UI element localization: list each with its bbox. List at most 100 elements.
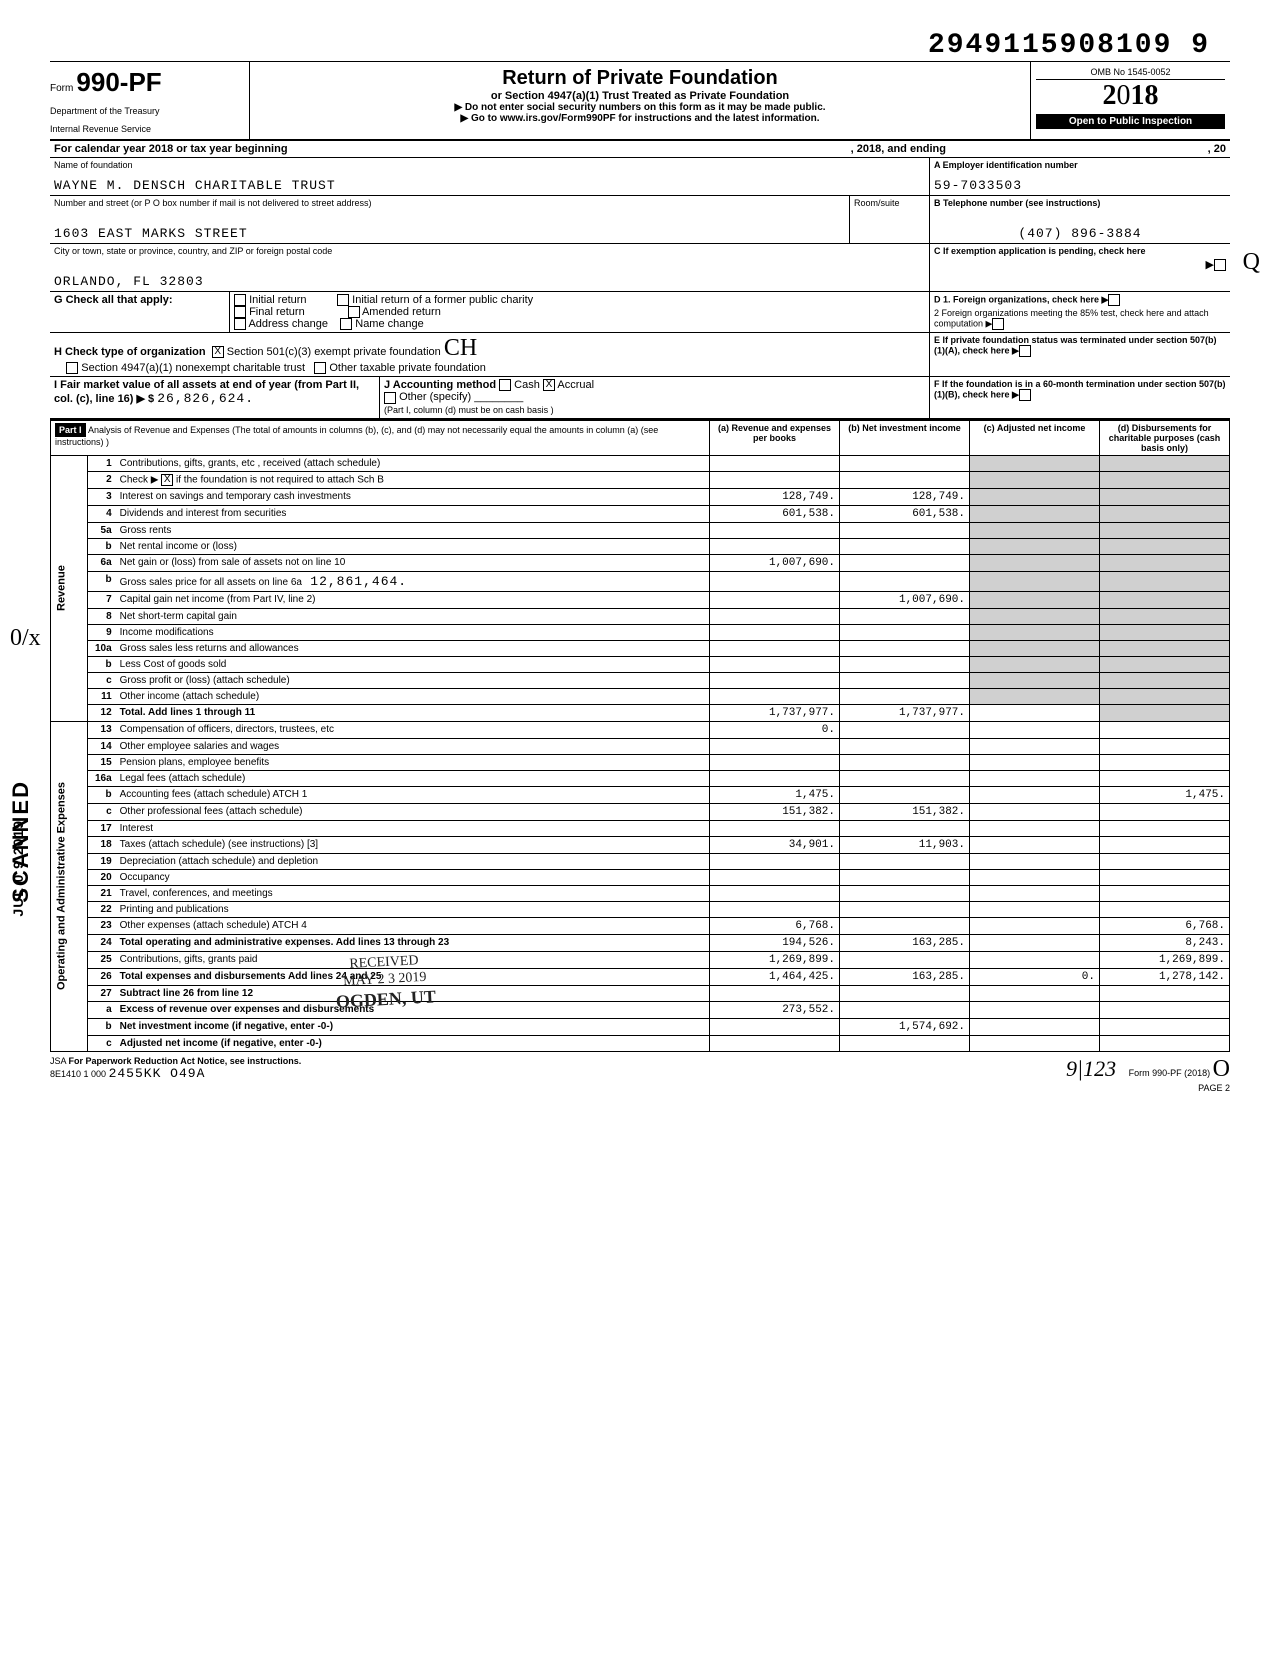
amount-cell — [1100, 455, 1230, 471]
line-number: 8 — [88, 608, 116, 624]
line-number: c — [88, 672, 116, 688]
j-cash-checkbox[interactable] — [499, 379, 511, 391]
line-description: Check ▶ X if the foundation is not requi… — [116, 471, 710, 488]
handwritten-ch: CH — [444, 335, 477, 362]
h-other-tax: Other taxable private foundation — [329, 362, 486, 374]
footer-page: PAGE 2 — [1198, 1083, 1230, 1093]
amount-cell — [840, 640, 970, 656]
h-501c3: Section 501(c)(3) exempt private foundat… — [227, 346, 441, 358]
c-checkbox[interactable] — [1214, 259, 1226, 271]
tax-year: 2018 — [1036, 80, 1225, 112]
d1-checkbox[interactable] — [1108, 294, 1120, 306]
g-amended: Amended return — [362, 306, 441, 318]
line-description: Gross rents — [116, 522, 710, 538]
amount-cell — [970, 571, 1100, 591]
amount-cell — [840, 901, 970, 917]
line-description: Taxes (attach schedule) (see instruction… — [116, 836, 710, 853]
amount-cell: 0. — [970, 968, 1100, 985]
amount-cell — [1100, 571, 1230, 591]
g-initial-former-checkbox[interactable] — [337, 294, 349, 306]
j-other-checkbox[interactable] — [384, 392, 396, 404]
footer-jsa: JSA — [50, 1056, 66, 1066]
amount-cell: 0. — [710, 721, 840, 738]
h-4947-checkbox[interactable] — [66, 362, 78, 374]
amount-cell — [840, 571, 970, 591]
footer-batch: 2455KK O49A — [109, 1066, 206, 1081]
amount-cell — [970, 853, 1100, 869]
amount-cell — [970, 554, 1100, 571]
amount-cell: 601,538. — [710, 505, 840, 522]
line-number: b — [88, 1018, 116, 1035]
amount-cell — [1100, 688, 1230, 704]
amount-cell — [970, 836, 1100, 853]
amount-cell — [840, 754, 970, 770]
line-description: Other income (attach schedule) — [116, 688, 710, 704]
expenses-group-label: Operating and Administrative Expenses — [51, 721, 88, 1051]
amount-cell — [710, 754, 840, 770]
line-number: 14 — [88, 738, 116, 754]
amount-cell — [1100, 1018, 1230, 1035]
ein-value: 59-7033503 — [934, 178, 1226, 193]
e-checkbox[interactable] — [1019, 345, 1031, 357]
h-other-checkbox[interactable] — [314, 362, 326, 374]
line-description: Contributions, gifts, grants, etc , rece… — [116, 455, 710, 471]
amount-cell — [970, 754, 1100, 770]
foundation-name: WAYNE M. DENSCH CHARITABLE TRUST — [54, 178, 925, 193]
line-number: 2 — [88, 471, 116, 488]
h-501c3-checkbox[interactable]: X — [212, 346, 224, 358]
line-description: Net investment income (if negative, ente… — [116, 1018, 710, 1035]
line-number: c — [88, 803, 116, 820]
handwritten-margin: 0/x — [10, 625, 41, 652]
amount-cell: 151,382. — [710, 803, 840, 820]
g-final-checkbox[interactable] — [234, 306, 246, 318]
amount-cell — [840, 786, 970, 803]
j-other: Other (specify) — [399, 391, 471, 403]
amount-cell: 1,475. — [1100, 786, 1230, 803]
amount-cell — [1100, 770, 1230, 786]
g-addr-checkbox[interactable] — [234, 318, 246, 330]
line-description: Other expenses (attach schedule) ATCH 4 — [116, 917, 710, 934]
line-number: 12 — [88, 704, 116, 721]
name-label: Name of foundation — [54, 160, 925, 170]
line-number: 27 — [88, 985, 116, 1001]
amount-cell — [710, 656, 840, 672]
h-4947: Section 4947(a)(1) nonexempt charitable … — [81, 362, 305, 374]
line-number: 10a — [88, 640, 116, 656]
d2-label: 2 Foreign organizations meeting the 85% … — [934, 308, 1226, 330]
g-initial-checkbox[interactable] — [234, 294, 246, 306]
dln-number: 2949115908109 9 — [50, 30, 1210, 61]
amount-cell — [840, 538, 970, 554]
j-accrual-checkbox[interactable]: X — [543, 379, 555, 391]
line-description: Dividends and interest from securities — [116, 505, 710, 522]
amount-cell — [840, 554, 970, 571]
amount-cell — [970, 522, 1100, 538]
amount-cell: 1,574,692. — [840, 1018, 970, 1035]
line-description: Depreciation (attach schedule) and deple… — [116, 853, 710, 869]
amount-cell — [1100, 803, 1230, 820]
amount-cell — [710, 820, 840, 836]
amount-cell: 601,538. — [840, 505, 970, 522]
amount-cell — [1100, 704, 1230, 721]
footer-pra: For Paperwork Reduction Act Notice, see … — [69, 1056, 302, 1066]
g-label: G Check all that apply: — [54, 294, 173, 306]
amount-cell — [840, 471, 970, 488]
address-label: Number and street (or P O box number if … — [54, 198, 845, 208]
d2-checkbox[interactable] — [992, 318, 1004, 330]
amount-cell — [970, 820, 1100, 836]
g-final: Final return — [249, 306, 305, 318]
amount-cell — [1100, 640, 1230, 656]
f-checkbox[interactable] — [1019, 389, 1031, 401]
form-prefix: Form — [50, 83, 73, 94]
line-number: b — [88, 786, 116, 803]
amount-cell — [1100, 591, 1230, 608]
amount-cell: 1,737,977. — [710, 704, 840, 721]
amount-cell — [1100, 554, 1230, 571]
amount-cell — [710, 738, 840, 754]
g-amended-checkbox[interactable] — [348, 306, 360, 318]
amount-cell: 128,749. — [710, 488, 840, 505]
line-description: Net gain or (loss) from sale of assets n… — [116, 554, 710, 571]
g-name-checkbox[interactable] — [340, 318, 352, 330]
amount-cell — [970, 624, 1100, 640]
amount-cell — [970, 951, 1100, 968]
calendar-year-begin: For calendar year 2018 or tax year begin… — [50, 141, 847, 157]
